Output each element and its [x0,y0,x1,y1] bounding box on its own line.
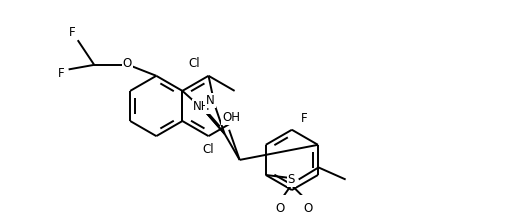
Text: S: S [288,173,295,186]
Text: NH: NH [193,100,211,113]
Text: O: O [275,202,284,213]
Text: O: O [303,202,313,213]
Text: F: F [302,112,308,125]
Text: Cl: Cl [188,56,200,69]
Text: F: F [58,67,65,80]
Text: F: F [69,26,76,39]
Text: O: O [123,58,132,71]
Text: N: N [206,94,215,106]
Text: OH: OH [222,111,240,124]
Text: Cl: Cl [202,143,214,156]
